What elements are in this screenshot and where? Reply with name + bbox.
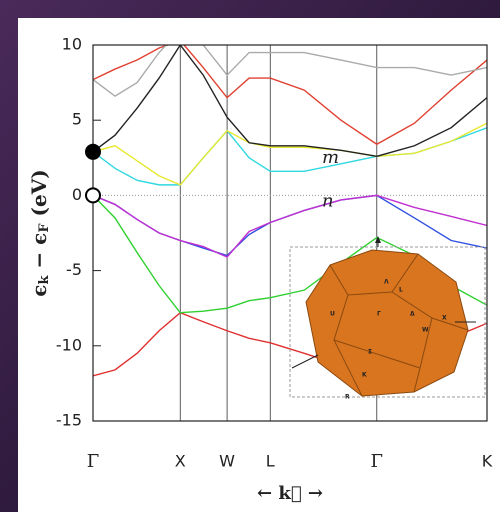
zone-point-label: U (330, 311, 335, 318)
y-tick-label: -15 (56, 411, 82, 430)
zone-point-label: Σ (368, 349, 372, 356)
x-tick-label: X (175, 452, 186, 471)
zone-point-label: Δ (410, 311, 415, 318)
y-label-part: − (27, 245, 51, 276)
zone-point-label: K (362, 372, 367, 379)
state-label: n (322, 190, 334, 211)
state-marker (86, 188, 100, 202)
state-label: m (322, 147, 339, 168)
zone-point-label: Λ (384, 279, 389, 286)
y-label-part: ϵ (27, 285, 51, 297)
x-tick-label: L (266, 452, 275, 471)
y-label-part: ϵ (27, 233, 51, 245)
zone-point-label: W (422, 327, 429, 334)
zone-point-label: R (345, 394, 350, 401)
x-tick-label: K (482, 452, 493, 471)
x-tick-label: Γ (87, 451, 100, 472)
y-tick-label: -5 (66, 260, 82, 279)
zone-point-label: Γ (377, 311, 381, 318)
zone-point-label: L (399, 287, 403, 294)
x-tick-label: W (219, 452, 235, 471)
y-tick-label: 5 (72, 110, 82, 129)
y-tick-label: 0 (72, 185, 82, 204)
x-axis-label: ← k⃗ → (257, 483, 323, 504)
page: ULΛΓΔWXΣKR -15-10-50510ΓXWLΓK ϵk − ϵF (e… (0, 0, 500, 512)
x-tick-label: Γ (371, 451, 384, 472)
y-tick-label: -10 (56, 335, 82, 354)
state-marker (86, 145, 100, 159)
y-label-part: (eV) (27, 169, 51, 223)
chart: ULΛΓΔWXΣKR -15-10-50510ΓXWLΓK ϵk − ϵF (e… (0, 0, 500, 512)
zone-point-label: X (442, 315, 447, 322)
y-tick-label: 10 (62, 35, 82, 54)
